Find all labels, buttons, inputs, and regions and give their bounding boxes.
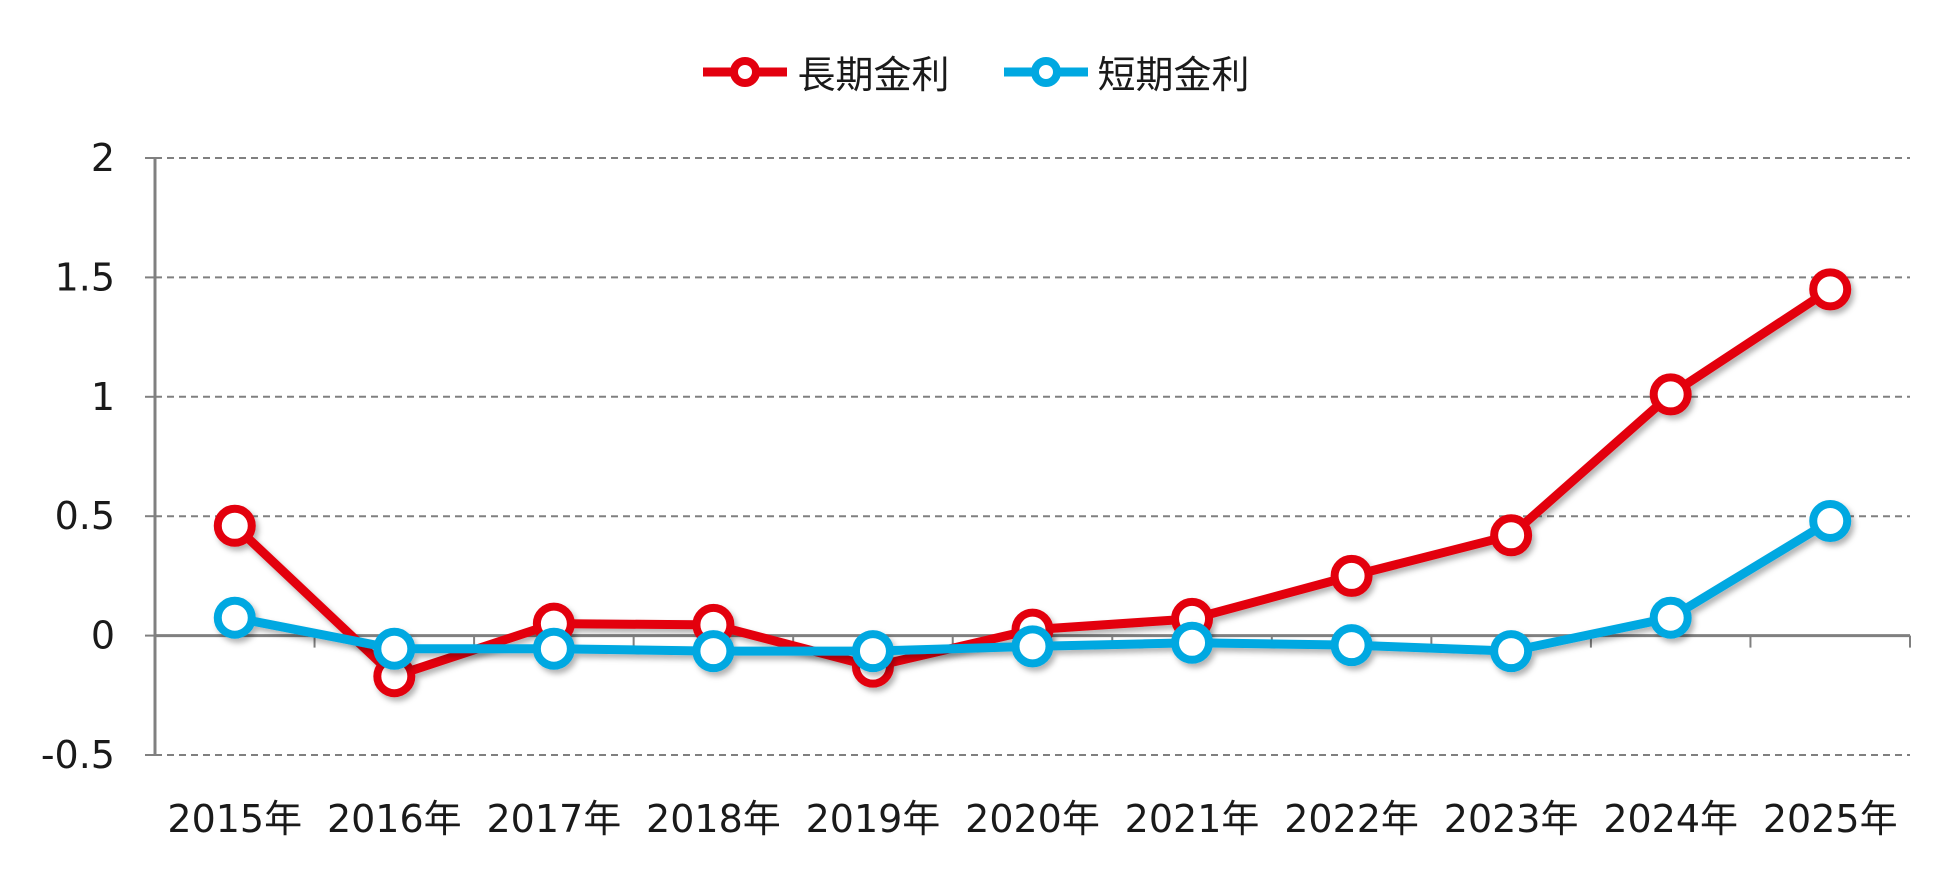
data-point [851, 630, 894, 673]
x-tick-label: 2015年 [167, 797, 302, 841]
data-point [1330, 554, 1373, 597]
legend: 長期金利 短期金利 [0, 44, 1949, 99]
x-tick-label: 2018年 [646, 797, 781, 841]
y-tick-label: 0.5 [55, 494, 115, 538]
data-point [692, 630, 735, 673]
data-point [213, 504, 256, 547]
data-point [1490, 630, 1533, 673]
tick-labels: 2 1.5 1 0.5 0 -0.5 2015年 2016年 2017年 2018年 2019年 20… [41, 136, 1898, 841]
data-point [1809, 268, 1852, 311]
gridlines [155, 157, 1910, 756]
x-tick-label: 2016年 [327, 797, 462, 841]
data-point [1649, 373, 1692, 416]
y-tick-label: 1.5 [55, 255, 115, 299]
x-tick-label: 2025年 [1763, 797, 1898, 841]
data-point [213, 596, 256, 639]
y-tick-label: 2 [91, 136, 115, 180]
data-point [373, 627, 416, 670]
x-tick-label: 2023年 [1444, 797, 1579, 841]
data-point [532, 627, 575, 670]
data-point [1649, 596, 1692, 639]
y-tick-label: 0 [91, 614, 115, 658]
legend-marker-short-term-icon [1003, 56, 1088, 87]
y-tick-label: 1 [91, 375, 115, 419]
x-tick-label: 2019年 [806, 797, 941, 841]
y-tick-label: -0.5 [41, 733, 115, 777]
series-1 [213, 499, 1852, 673]
legend-item-short-term: 短期金利 [1000, 44, 1250, 99]
x-tick-label: 2022年 [1284, 797, 1419, 841]
legend-item-long-term: 長期金利 [699, 44, 950, 99]
x-tick-label: 2021年 [1125, 797, 1260, 841]
data-point [1490, 514, 1533, 557]
x-tick-label: 2017年 [487, 797, 622, 841]
series [213, 268, 1852, 698]
data-point [1011, 625, 1054, 668]
data-point [1330, 624, 1373, 667]
data-point [1171, 621, 1214, 664]
data-point [1809, 499, 1852, 542]
x-tick-label: 2024年 [1603, 797, 1738, 841]
x-tick-label: 2020年 [965, 797, 1100, 841]
legend-label-short-term: 短期金利 [1097, 53, 1250, 97]
legend-marker-long-term-icon [703, 56, 788, 87]
legend-label-long-term: 長期金利 [797, 53, 950, 97]
